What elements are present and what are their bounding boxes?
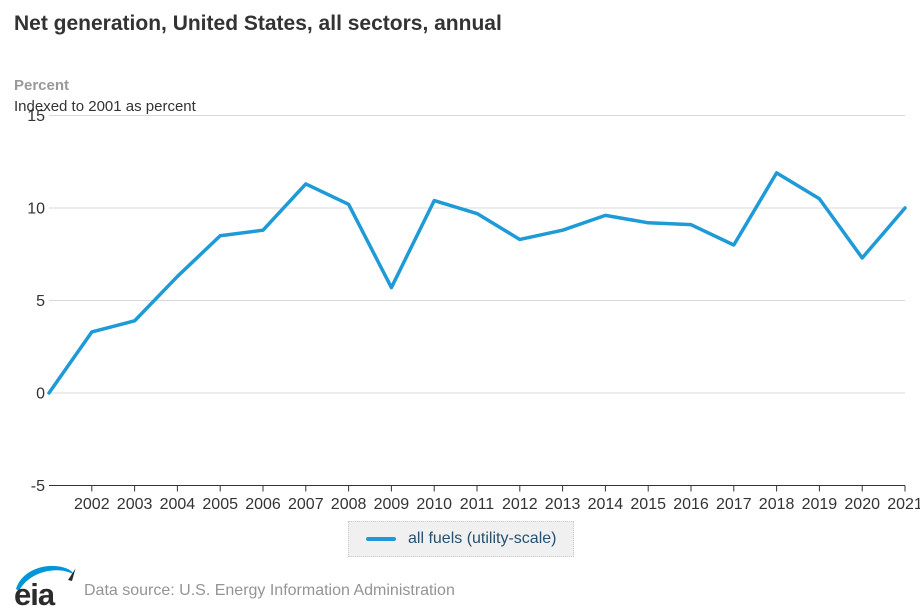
x-tick-label: 2018 [759,496,795,513]
y-tick-label: 5 [36,293,45,310]
x-tick-label: 2005 [202,496,238,513]
x-tick-label: 2015 [630,496,666,513]
y-tick-label: 10 [27,201,45,218]
y-tick-label: 15 [27,108,45,125]
eia-logo-swoosh [16,565,75,591]
x-tick-label: 2008 [331,496,367,513]
series-line-all-fuels[interactable] [47,171,907,395]
x-tick-label: 2009 [374,496,410,513]
x-tick-label: 2017 [716,496,752,513]
legend-series-label: all fuels (utility-scale) [408,530,557,547]
data-source-text: Data source: U.S. Energy Information Adm… [84,582,455,599]
chart-title: Net generation, United States, all secto… [14,12,502,35]
y-axis-unit-label: Percent [14,77,70,94]
x-tick-label: 2021 [887,496,920,513]
x-tick-label: 2010 [416,496,452,513]
x-tick-label: 2020 [844,496,880,513]
legend-line-swatch [366,537,396,541]
x-tick-label: 2007 [288,496,324,513]
x-tick-label: 2004 [160,496,196,513]
x-tick-label: 2014 [588,496,624,513]
x-tick-label: 2016 [673,496,709,513]
eia-logo-accent [68,568,76,581]
x-tick-label: 2019 [802,496,838,513]
y-tick-label: -5 [31,478,45,495]
y-tick-label: 0 [36,386,45,403]
legend[interactable]: all fuels (utility-scale) [348,521,575,557]
x-tick-label: 2011 [460,496,495,513]
x-tick-label: 2012 [502,496,538,513]
chart-subtitle: Indexed to 2001 as percent [14,98,196,115]
x-tick-label: 2006 [245,496,281,513]
eia-logo-text: eia [14,577,56,609]
x-tick-label: 2003 [117,496,153,513]
eia-logo: eia [14,565,76,609]
x-tick-label: 2013 [545,496,581,513]
x-tick-label: 2002 [74,496,110,513]
